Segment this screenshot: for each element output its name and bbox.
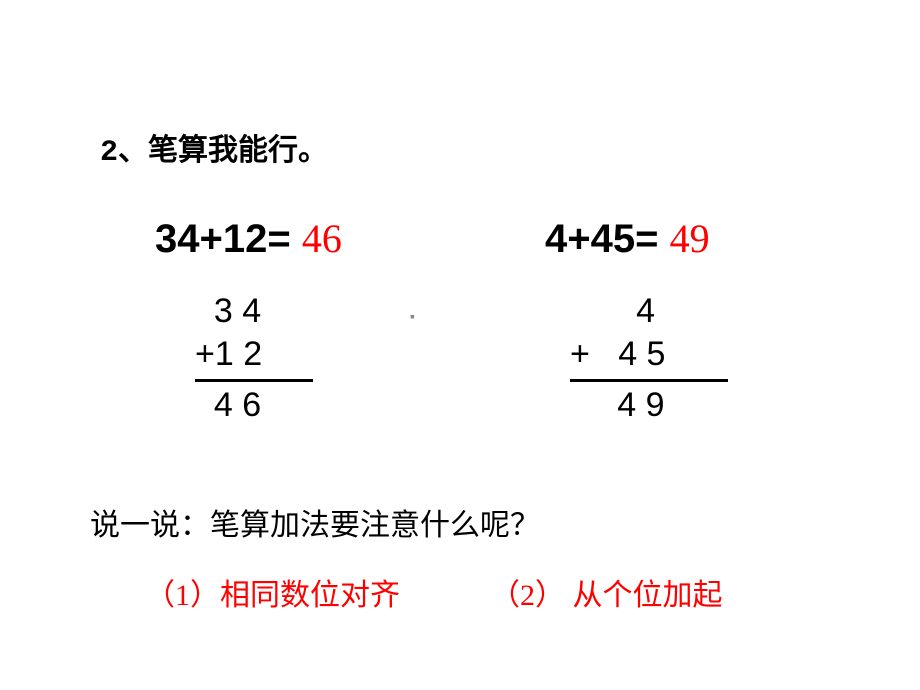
center-dot: ▪ [410, 310, 415, 326]
equation-1-answer: 46 [302, 216, 342, 261]
vertical-calc-1: 3 4 +1 2 4 6 [195, 290, 313, 427]
rule-2: （2） 从个位加起 [490, 570, 723, 614]
title-number: 2 [100, 136, 118, 170]
v1-result: 4 6 [195, 384, 313, 427]
rule-1: （1）相同数位对齐 [145, 570, 400, 614]
v1-row1: 3 4 [195, 290, 313, 333]
v1-line [195, 379, 313, 382]
v2-line [570, 379, 728, 382]
equation-2-expr: 4+45= [545, 217, 658, 261]
equation-2-answer: 49 [670, 216, 710, 261]
section-title: 2、笔算我能行。 [100, 125, 328, 170]
title-text: 笔算我能行。 [148, 134, 328, 167]
v2-row1: 4 [570, 290, 728, 333]
v1-row2: +1 2 [195, 333, 313, 376]
question-text: 说一说：笔算加法要注意什么呢？ [90, 500, 540, 544]
equation-2: 4+45= 49 [545, 215, 710, 262]
equation-1-expr: 34+12= [155, 217, 291, 261]
v2-result: 4 9 [570, 384, 728, 427]
title-sep: 、 [118, 134, 148, 167]
vertical-calc-2: 4 + 4 5 4 9 [570, 290, 728, 427]
v2-row2: + 4 5 [570, 333, 728, 376]
equation-1: 34+12= 46 [155, 215, 342, 262]
